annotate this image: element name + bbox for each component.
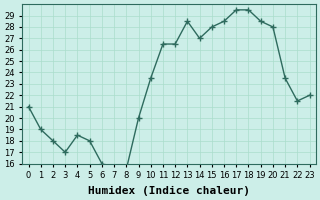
X-axis label: Humidex (Indice chaleur): Humidex (Indice chaleur) — [88, 186, 250, 196]
